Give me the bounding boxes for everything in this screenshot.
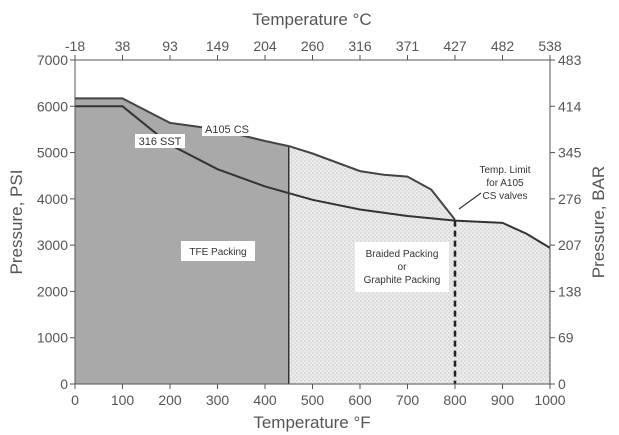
left-axis: 0 1000 2000 3000 4000 5000 6000 7000: [37, 52, 75, 392]
bottom-tick-label: 1000: [534, 392, 565, 408]
annotation-line2: for A105: [486, 178, 524, 189]
left-tick-label: 5000: [37, 145, 68, 161]
left-tick-label: 6000: [37, 98, 68, 114]
bottom-tick-label: 900: [491, 392, 515, 408]
bottom-tick-label: 100: [111, 392, 135, 408]
annotation-pointer: [458, 192, 482, 210]
top-tick-label: 371: [396, 38, 420, 54]
series-label-a105-cs: A105 CS: [205, 124, 249, 136]
region-label-bg-tfe: [181, 241, 255, 261]
annotation-line3: CS valves: [482, 191, 527, 202]
right-axis: 0 69 138 207 276 345 414 483: [550, 52, 582, 392]
bottom-tick-label: 700: [396, 392, 420, 408]
top-tick-label: 260: [301, 38, 325, 54]
top-tick-label: 316: [348, 38, 372, 54]
annotation-line1: Temp. Limit: [479, 165, 530, 176]
left-tick-label: 0: [60, 376, 68, 392]
bottom-tick-label: 300: [206, 392, 230, 408]
right-tick-label: 483: [558, 52, 582, 68]
left-tick-label: 2000: [37, 283, 68, 299]
series-label-bg-a105-cs: [202, 122, 252, 136]
region-label-braided-line1: Braided Packing: [366, 249, 439, 260]
bottom-tick-label: 200: [158, 392, 182, 408]
top-tick-label: 93: [162, 38, 178, 54]
right-tick-label: 276: [558, 191, 582, 207]
top-tick-label: 538: [538, 38, 562, 54]
region-label-braided-line3: Graphite Packing: [364, 275, 441, 286]
region-label-bg-braided: [355, 242, 449, 292]
bottom-tick-label: 500: [301, 392, 325, 408]
top-tick-label: 482: [491, 38, 515, 54]
region-label-braided-line2: or: [398, 262, 408, 273]
right-tick-label: 0: [558, 376, 566, 392]
top-tick-label: 204: [253, 38, 277, 54]
region-label-tfe: TFE Packing: [189, 247, 246, 258]
series-line-a105-cs: [75, 97, 456, 221]
series-label-316-sst: 316 SST: [139, 136, 182, 148]
bottom-tick-label: 800: [443, 392, 467, 408]
series-label-bg-316-sst: [135, 134, 185, 148]
left-axis-title: Pressure, PSI: [7, 170, 26, 275]
left-tick-label: 1000: [37, 330, 68, 346]
top-axis: -18 38 93 149 204 260 316 371 427 482 538: [65, 38, 562, 60]
annotation-bg: [471, 160, 539, 204]
top-tick-label: 427: [443, 38, 467, 54]
right-axis-title: Pressure, BAR: [589, 166, 608, 278]
top-tick-label: -18: [65, 38, 85, 54]
bottom-tick-label: 600: [348, 392, 372, 408]
bottom-tick-label: 400: [253, 392, 277, 408]
top-tick-label: 38: [115, 38, 131, 54]
right-tick-label: 345: [558, 145, 582, 161]
right-tick-label: 207: [558, 237, 582, 253]
left-tick-label: 4000: [37, 191, 68, 207]
top-tick-label: 149: [206, 38, 230, 54]
left-tick-label: 3000: [37, 237, 68, 253]
bottom-axis-title: Temperature °F: [253, 413, 370, 432]
right-tick-label: 138: [558, 283, 582, 299]
top-axis-title: Temperature °C: [252, 10, 371, 29]
bottom-tick-label: 0: [71, 392, 79, 408]
bottom-axis: 0 100 200 300 400 500 600 700 800 900 1000: [71, 384, 566, 408]
left-tick-label: 7000: [37, 52, 68, 68]
right-tick-label: 69: [558, 330, 574, 346]
right-tick-label: 414: [558, 98, 582, 114]
